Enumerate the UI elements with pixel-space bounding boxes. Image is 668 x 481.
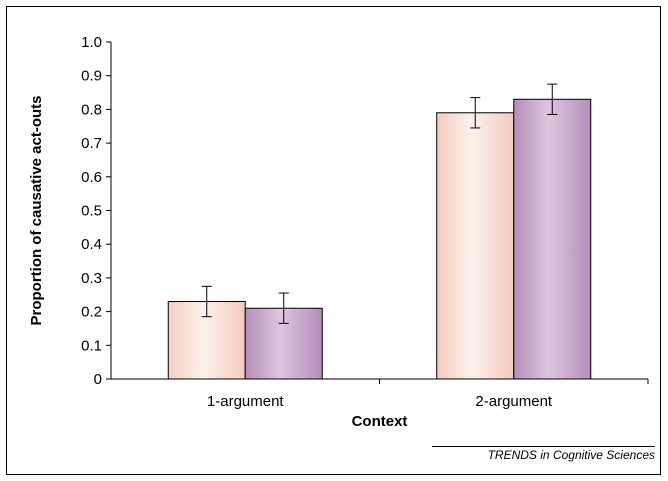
source-rule (432, 446, 655, 447)
y-tick-label: 0.7 (81, 135, 102, 152)
y-tick-label: 0 (94, 371, 102, 388)
x-axis-ticks: 1-argument 2-argument (207, 379, 649, 410)
y-tick-label: 0.6 (81, 169, 102, 186)
y-axis-title: Proportion of causative act-outs (28, 95, 45, 325)
x-axis-title: Context (352, 413, 408, 430)
x-tick-label: 1-argument (207, 393, 285, 410)
y-tick-label: 0.4 (81, 236, 102, 253)
bar (513, 98, 592, 380)
y-tick-label: 0.2 (81, 304, 102, 321)
y-tick-label: 0.9 (81, 68, 102, 85)
y-tick-label: 0.5 (81, 203, 102, 220)
y-tick-label: 0.1 (81, 337, 102, 354)
y-tick-label: 0.8 (81, 101, 102, 118)
y-axis-ticks: 0 0.1 0.2 0.3 0.4 0.5 0.6 0.7 0.8 0.9 1.0 (81, 34, 111, 388)
bars (167, 98, 592, 380)
source-credit: TRENDS in Cognitive Sciences (487, 448, 655, 462)
bar (436, 112, 515, 380)
y-tick-label: 1.0 (81, 34, 102, 51)
x-tick-label: 2-argument (475, 393, 553, 410)
error-bars (201, 83, 558, 324)
y-tick-label: 0.3 (81, 270, 102, 287)
